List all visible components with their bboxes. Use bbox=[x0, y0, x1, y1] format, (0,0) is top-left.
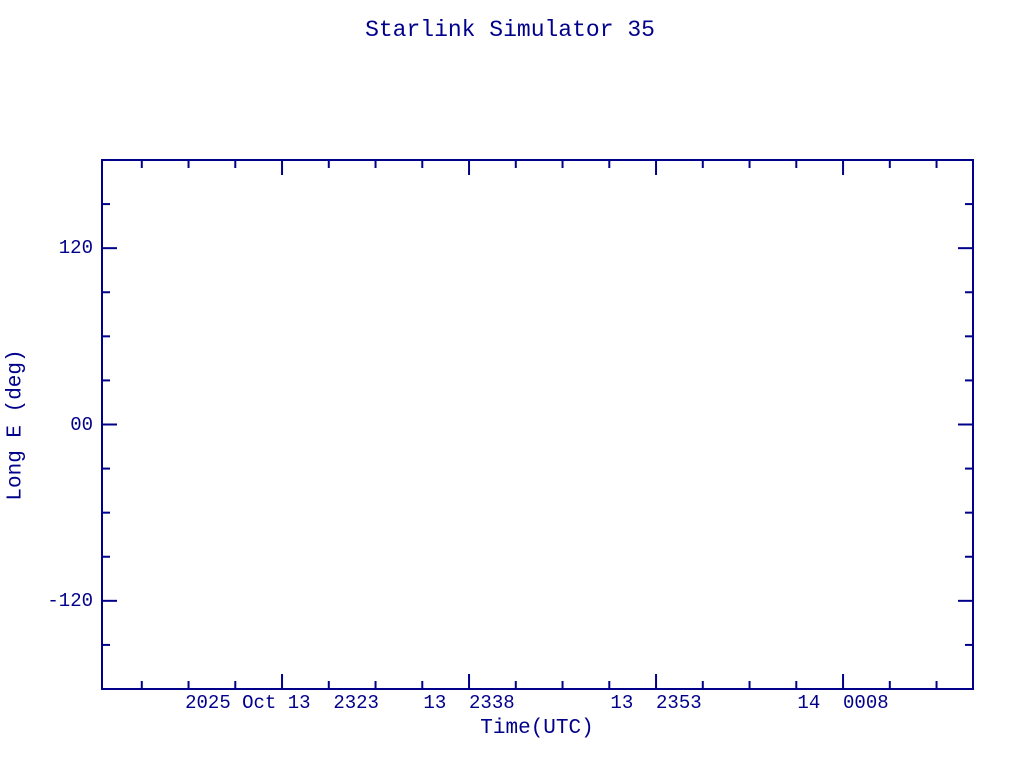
plot-border bbox=[101, 159, 974, 690]
x-tick-label: 14 0008 bbox=[797, 692, 889, 714]
x-tick-label: 13 2338 bbox=[423, 692, 515, 714]
x-tick-label: 13 2353 bbox=[610, 692, 702, 714]
y-axis-title: Long E (deg) bbox=[4, 349, 28, 501]
y-tick-label: -120 bbox=[47, 589, 93, 612]
chart-title: Starlink Simulator 35 bbox=[365, 17, 655, 43]
x-tick-label: 2025 Oct 13 2323 bbox=[185, 692, 379, 714]
x-axis-title: Time(UTC) bbox=[480, 717, 594, 740]
y-tick-label: 00 bbox=[70, 413, 93, 436]
y-tick-label: 120 bbox=[58, 237, 93, 260]
